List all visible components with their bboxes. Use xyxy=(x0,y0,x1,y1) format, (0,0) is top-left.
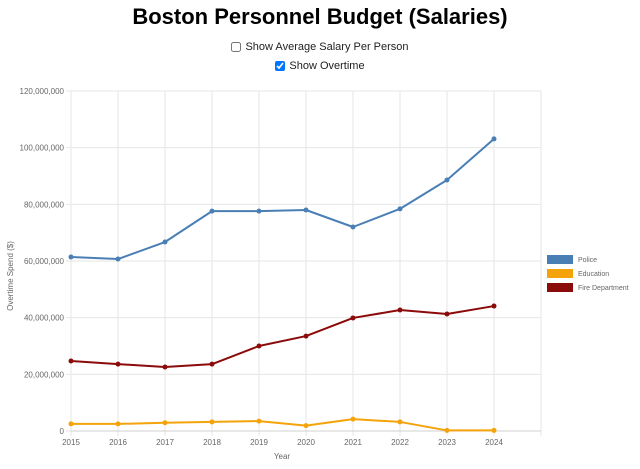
police-point xyxy=(491,136,497,142)
x-tick-label: 2022 xyxy=(391,438,409,447)
fire-department-point xyxy=(68,358,74,364)
fire-department-point xyxy=(115,361,121,367)
education-point xyxy=(115,421,121,427)
fire-department-point xyxy=(209,361,215,367)
y-tick-label: 0 xyxy=(60,427,65,436)
y-tick-label: 120,000,000 xyxy=(20,87,65,96)
police-point xyxy=(444,177,450,183)
overtime-toggle-row: Show Overtime xyxy=(0,60,640,74)
x-tick-label: 2015 xyxy=(62,438,80,447)
y-tick-label: 60,000,000 xyxy=(24,257,65,266)
overtime-checkbox[interactable] xyxy=(275,61,286,71)
education-point xyxy=(350,416,356,422)
series-group xyxy=(68,136,497,433)
police-point xyxy=(209,208,215,214)
x-tick-label: 2016 xyxy=(109,438,127,447)
legend-label-education: Education xyxy=(578,271,609,278)
education-point xyxy=(444,427,450,433)
y-axis-title: Overtime Spend ($) xyxy=(6,241,15,311)
x-tick-label: 2018 xyxy=(203,438,221,447)
police-point xyxy=(397,206,403,212)
series-police xyxy=(68,136,497,262)
y-axis: 0 20,000,000 40,000,000 60,000,000 80,000,00… xyxy=(20,87,65,436)
avg-salary-checkbox[interactable] xyxy=(231,42,242,52)
police-point xyxy=(162,239,168,245)
education-point xyxy=(162,420,168,426)
education-point xyxy=(209,419,215,425)
fire-department-point xyxy=(350,315,356,321)
y-tick-label: 80,000,000 xyxy=(24,200,65,209)
x-tick-label: 2020 xyxy=(297,438,315,447)
overtime-label: Show Overtime xyxy=(289,60,365,72)
x-tick-label: 2023 xyxy=(438,438,456,447)
fire-department-point xyxy=(397,307,403,313)
police-point xyxy=(303,207,309,213)
legend: Police Education Fire Department xyxy=(547,255,629,292)
education-point xyxy=(303,423,309,429)
series-fire-department xyxy=(68,303,497,370)
legend-label-fire-department: Fire Department xyxy=(578,285,629,292)
page-title: Boston Personnel Budget (Salaries) xyxy=(132,4,508,29)
legend-swatch-education xyxy=(547,269,573,278)
fire-department-point xyxy=(444,311,450,317)
y-tick-label: 20,000,000 xyxy=(24,370,65,379)
fire-department-point xyxy=(491,303,497,309)
grid xyxy=(66,90,542,436)
x-axis: 2015 2016 2017 2018 2019 2020 2021 2022 2023 2024 xyxy=(62,438,503,447)
x-tick-label: 2019 xyxy=(250,438,268,447)
education-point xyxy=(397,419,403,425)
avg-salary-toggle-row: Show Average Salary Per Person xyxy=(0,41,640,55)
police-point xyxy=(256,208,262,214)
legend-swatch-police xyxy=(547,255,573,264)
y-tick-label: 100,000,000 xyxy=(20,144,65,153)
fire-department-point xyxy=(256,343,262,349)
education-point xyxy=(256,418,262,424)
police-point xyxy=(115,256,121,262)
series-education xyxy=(68,416,497,433)
y-tick-label: 40,000,000 xyxy=(24,314,65,323)
avg-salary-toggle[interactable]: Show Average Salary Per Person xyxy=(231,41,409,53)
overtime-toggle[interactable]: Show Overtime xyxy=(275,60,365,72)
police-point xyxy=(350,224,356,230)
x-axis-title: Year xyxy=(274,452,291,461)
avg-salary-label: Show Average Salary Per Person xyxy=(245,41,409,53)
x-tick-label: 2024 xyxy=(485,438,503,447)
education-point xyxy=(68,421,74,427)
x-tick-label: 2017 xyxy=(156,438,174,447)
legend-swatch-fire-department xyxy=(547,283,573,292)
police-line xyxy=(70,138,495,261)
fire-department-point xyxy=(303,333,309,339)
education-point xyxy=(491,427,497,433)
police-point xyxy=(68,254,74,260)
education-line xyxy=(71,418,494,432)
fire-department-line xyxy=(70,305,495,368)
x-tick-label: 2021 xyxy=(344,438,362,447)
legend-label-police: Police xyxy=(578,257,597,264)
fire-department-point xyxy=(162,364,168,370)
